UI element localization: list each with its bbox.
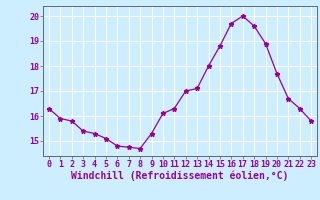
X-axis label: Windchill (Refroidissement éolien,°C): Windchill (Refroidissement éolien,°C) (71, 171, 289, 181)
